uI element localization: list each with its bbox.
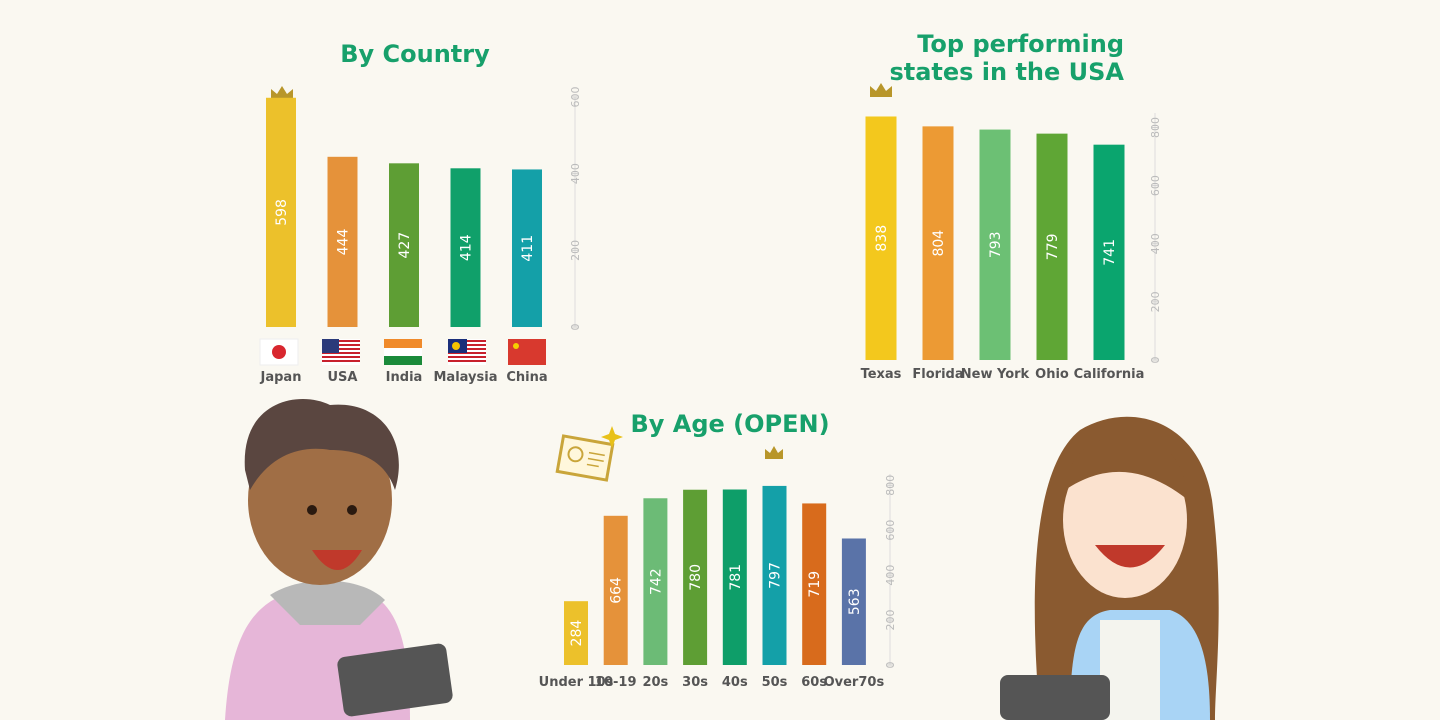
crown xyxy=(765,446,783,459)
girl-illustration xyxy=(1000,416,1219,720)
flag-india xyxy=(384,348,422,356)
value-label: 742 xyxy=(648,568,664,595)
bar xyxy=(564,601,588,665)
x-tick-label: 50s xyxy=(762,675,788,690)
flag-china xyxy=(513,343,519,349)
flag-india xyxy=(384,339,422,348)
bar xyxy=(865,116,897,360)
value-label: 414 xyxy=(459,234,475,261)
bar xyxy=(979,129,1011,360)
x-tick-label: 20s xyxy=(642,675,668,690)
value-label: 838 xyxy=(874,225,890,252)
y-tick-label: 600 xyxy=(1149,175,1162,196)
y-tick-label: 0 xyxy=(569,324,582,331)
sparkle xyxy=(601,426,623,448)
y-tick-label: 600 xyxy=(569,87,582,108)
y-tick-label: 200 xyxy=(569,240,582,261)
y-tick-label: 600 xyxy=(884,520,897,541)
value-label: 284 xyxy=(569,620,585,647)
x-tick-label: USA xyxy=(328,370,358,385)
chart-title: Top performing states in the USA xyxy=(889,30,1124,86)
bar xyxy=(512,169,542,327)
x-tick-label: Florida xyxy=(912,367,963,382)
x-tick-label: Ohio xyxy=(1035,367,1069,382)
y-tick-label: 800 xyxy=(884,475,897,496)
y-tick-label: 800 xyxy=(1149,117,1162,138)
y-tick-label: 200 xyxy=(1149,291,1162,312)
x-tick-label: China xyxy=(506,370,547,385)
boy-illustration xyxy=(225,398,453,720)
crown xyxy=(870,83,892,97)
x-tick-label: 10-19 xyxy=(595,675,637,690)
value-label: 781 xyxy=(728,564,744,591)
x-tick-label: Under 10s xyxy=(539,675,614,690)
y-tick-label: 400 xyxy=(884,565,897,586)
x-tick-label: Malaysia xyxy=(434,370,498,385)
bar xyxy=(603,515,628,665)
bar xyxy=(327,156,358,327)
value-label: 780 xyxy=(688,564,704,591)
value-label: 427 xyxy=(397,232,413,259)
flag-usa xyxy=(322,339,339,353)
y-tick-label: 200 xyxy=(884,610,897,631)
bar xyxy=(762,485,787,665)
x-tick-label: India xyxy=(386,370,423,385)
bar xyxy=(802,503,827,665)
bar xyxy=(389,163,419,327)
value-label: 793 xyxy=(988,231,1004,258)
value-label: 779 xyxy=(1045,233,1061,260)
value-label: 741 xyxy=(1102,239,1118,266)
flag-japan xyxy=(272,345,286,359)
x-tick-label: 40s xyxy=(722,675,748,690)
value-label: 444 xyxy=(336,228,352,255)
flag-china xyxy=(508,339,546,365)
chart-title: By Age (OPEN) xyxy=(630,410,830,438)
x-tick-label: 30s xyxy=(682,675,708,690)
bar xyxy=(722,489,747,665)
value-label: 598 xyxy=(274,199,290,226)
flag-malaysia xyxy=(452,342,460,350)
value-label: 719 xyxy=(807,571,823,598)
bar xyxy=(841,538,866,665)
x-tick-label: 60s xyxy=(801,675,827,690)
bar xyxy=(643,498,668,665)
y-tick-label: 0 xyxy=(884,662,897,669)
decorations xyxy=(225,83,1219,720)
x-tick-label: Japan xyxy=(260,370,302,385)
value-label: 804 xyxy=(931,230,947,257)
flag-india xyxy=(384,356,422,365)
x-tick-label: New York xyxy=(961,367,1030,382)
x-tick-label: Over70s xyxy=(824,675,885,690)
y-tick-label: 400 xyxy=(1149,233,1162,254)
y-tick-label: 400 xyxy=(569,163,582,184)
value-label: 664 xyxy=(609,577,625,604)
x-tick-label: California xyxy=(1074,367,1145,382)
value-label: 563 xyxy=(847,588,863,615)
bar xyxy=(266,97,296,328)
bar xyxy=(1036,133,1068,360)
value-label: 797 xyxy=(768,562,784,589)
chart-title: By Country xyxy=(340,40,490,68)
bar xyxy=(1093,144,1125,360)
x-tick-label: Texas xyxy=(861,367,902,382)
bar xyxy=(922,126,954,360)
bar xyxy=(450,168,481,327)
value-label: 411 xyxy=(520,235,536,262)
flag-usa xyxy=(322,340,360,362)
bar xyxy=(683,489,708,665)
crown xyxy=(271,86,293,100)
y-tick-label: 0 xyxy=(1149,357,1162,364)
ticket-icon xyxy=(555,434,615,482)
